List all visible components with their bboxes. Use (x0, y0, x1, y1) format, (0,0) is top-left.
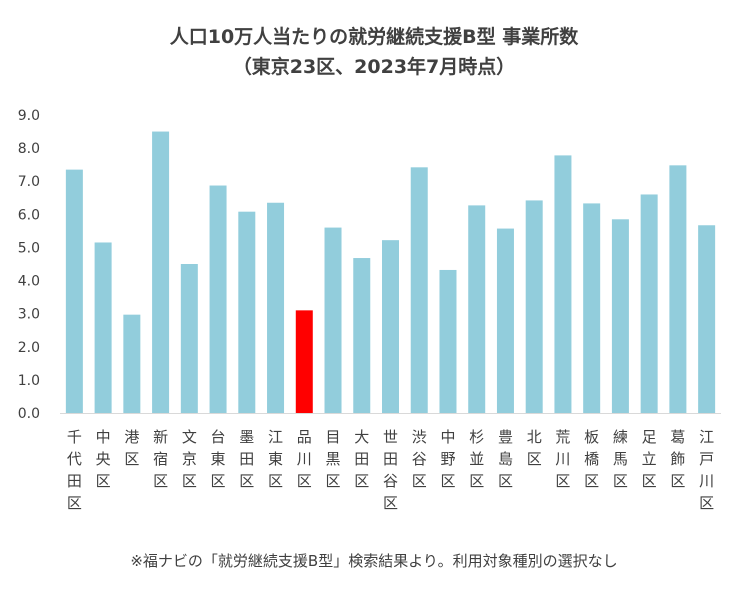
bar-17 (525, 200, 543, 413)
x-tick-label: 中央区 (96, 428, 111, 490)
y-tick-label: 6.0 (18, 207, 40, 223)
bar-2 (94, 242, 112, 413)
y-tick-label: 8.0 (18, 141, 40, 157)
bar-6 (209, 185, 227, 413)
bar-7 (238, 211, 256, 413)
chart-subtitle: （東京23区、2023年7月時点） (232, 56, 516, 78)
x-tick-label: 荒川区 (555, 428, 570, 490)
bar-12 (382, 240, 399, 413)
y-tick-label: 0.0 (18, 406, 40, 422)
bar-10 (324, 227, 342, 413)
x-tick-label: 港区 (124, 428, 139, 468)
x-tick-label: 江東区 (268, 428, 283, 490)
bar-15 (468, 205, 486, 413)
bar-1 (65, 169, 83, 413)
y-tick-label: 9.0 (18, 108, 40, 124)
y-tick-label: 7.0 (18, 174, 40, 190)
x-tick-label: 品川区 (297, 428, 312, 490)
bar-21 (640, 194, 658, 413)
footnote: ※福ナビの「就労継続支援B型」検索結果より。利用対象種別の選択なし (130, 552, 618, 570)
x-tick-label: 新宿区 (153, 428, 168, 490)
bar-19 (583, 203, 601, 413)
bar-11 (353, 258, 371, 413)
x-tick-label: 台東区 (211, 428, 226, 490)
x-axis-labels: 千代田区中央区港区新宿区文京区台東区墨田区江東区品川区目黒区大田区世田谷区渋谷区… (67, 428, 714, 512)
x-tick-label: 板橋区 (584, 428, 599, 490)
bar-20 (611, 219, 629, 413)
bar-5 (180, 264, 198, 413)
x-tick-label: 北区 (527, 428, 542, 468)
x-tick-label: 中野区 (440, 428, 455, 490)
x-tick-label: 渋谷区 (412, 428, 427, 490)
x-tick-label: 文京区 (182, 428, 197, 490)
y-tick-label: 5.0 (18, 240, 40, 256)
x-tick-label: 世田谷区 (383, 428, 398, 512)
bar-3 (123, 314, 141, 413)
x-tick-label: 練馬区 (613, 428, 628, 490)
bar-9 (295, 310, 313, 413)
x-tick-label: 足立区 (642, 428, 657, 490)
x-tick-label: 大田区 (354, 428, 369, 490)
y-tick-label: 1.0 (18, 373, 40, 389)
y-tick-label: 3.0 (18, 307, 40, 323)
x-tick-label: 江戸川区 (699, 428, 714, 512)
x-tick-label: 豊島区 (498, 428, 513, 490)
bar-22 (669, 165, 687, 413)
bar-8 (267, 202, 285, 413)
bar-16 (496, 228, 514, 413)
y-axis: 0.0 1.0 2.0 3.0 4.0 5.0 6.0 7.0 8.0 9.0 (18, 108, 721, 422)
chart-title: 人口10万人当たりの就労継続支援B型 事業所数 (169, 26, 579, 48)
bar-13 (410, 167, 428, 413)
x-tick-label: 杉並区 (469, 428, 484, 490)
x-tick-label: 千代田区 (67, 428, 82, 512)
x-tick-label: 目黒区 (326, 428, 341, 490)
bars (65, 131, 716, 414)
bar-4 (152, 131, 170, 414)
bar-23 (698, 225, 716, 413)
y-tick-label: 2.0 (18, 340, 40, 356)
y-tick-label: 4.0 (18, 274, 40, 290)
bar-14 (439, 269, 457, 413)
x-tick-label: 墨田区 (239, 428, 254, 490)
bar-18 (554, 155, 572, 413)
bar-chart: 0.0 1.0 2.0 3.0 4.0 5.0 6.0 7.0 8.0 9.0 千代田区中央区港区… (18, 108, 721, 512)
x-tick-label: 葛飾区 (670, 428, 685, 490)
